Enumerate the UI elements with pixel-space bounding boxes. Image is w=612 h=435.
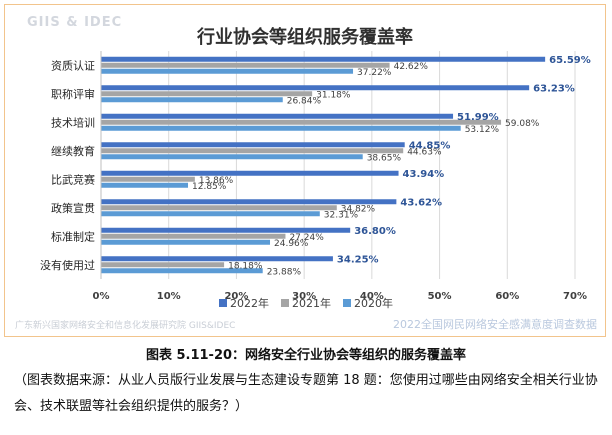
data-label: 13.86% [199, 176, 234, 186]
bar [101, 262, 225, 268]
legend-label: 2020年 [354, 296, 393, 310]
gridlines [100, 51, 576, 279]
bars [101, 56, 546, 274]
chart-frame: GIIS & IDEC 行业协会等组织服务覆盖率 65.59% 42.62% 37.… [4, 4, 606, 337]
category-label: 没有使用过 [40, 258, 95, 272]
bar [101, 205, 337, 211]
bar [101, 233, 286, 239]
bar [101, 227, 351, 233]
bar [101, 142, 405, 148]
data-labels: 65.59% 42.62%37.22% 63.23% 31.18%26.84% 51.9… [192, 55, 591, 278]
legend-swatch [219, 299, 227, 307]
data-label: 36.80% [354, 226, 396, 237]
bar [101, 68, 354, 74]
data-label: 59.08% [505, 119, 540, 129]
category-label: 技术培训 [51, 115, 95, 129]
bar [101, 256, 333, 262]
x-tick-label: 20% [224, 291, 248, 302]
axes: 0% 10% 20% 30% 40% 50% 60% 70% 资质认证职称评审技术培训继续教育比… [40, 51, 587, 302]
x-tick-label: 0% [93, 291, 110, 302]
x-tick-label: 30% [292, 291, 316, 302]
bar [101, 125, 461, 131]
data-label: 26.84% [287, 96, 322, 106]
category-label: 标准制定 [51, 229, 95, 243]
data-label: 65.59% [549, 55, 591, 66]
legend: 2022年 2021年 2020年 [219, 296, 393, 310]
data-label: 23.88% [267, 267, 302, 277]
watermark-bottom-right: 2022全国网民网络安全感满意度调查数据 [393, 318, 597, 331]
x-tick-label: 60% [495, 291, 519, 302]
data-label: 44.63% [407, 147, 442, 157]
data-label: 12.85% [192, 182, 227, 192]
bar [101, 56, 546, 62]
category-label: 比武竞赛 [51, 172, 95, 186]
x-tick-label: 40% [360, 291, 384, 302]
data-label: 32.31% [324, 210, 359, 220]
bar [101, 268, 263, 274]
bar [101, 154, 363, 160]
category-label: 职称评审 [51, 87, 95, 101]
bar [101, 170, 399, 176]
x-tick-label: 50% [428, 291, 452, 302]
data-label: 31.18% [316, 90, 351, 100]
data-label: 18.18% [228, 261, 263, 271]
data-label: 24.96% [274, 239, 309, 249]
data-label: 34.25% [337, 254, 379, 265]
bar [101, 182, 189, 188]
data-label: 44.85% [409, 140, 451, 151]
legend-swatch [343, 299, 351, 307]
x-tick-label: 70% [563, 291, 587, 302]
bar [101, 119, 502, 125]
bar [101, 211, 320, 217]
data-label: 42.62% [394, 62, 429, 72]
x-tick-label: 10% [157, 291, 181, 302]
data-label: 34.82% [341, 204, 376, 214]
legend-label: 2022年 [230, 296, 269, 310]
category-label: 政策宣贯 [51, 201, 95, 215]
data-label: 38.65% [367, 153, 402, 163]
data-label: 53.12% [465, 125, 500, 135]
source-note: （图表数据来源：从业人员版行业发展与生态建设专题第 18 题：您使用过哪些由网络… [14, 373, 598, 414]
bar [101, 62, 390, 68]
data-label: 43.94% [403, 169, 445, 180]
data-label: 51.99% [457, 112, 499, 123]
legend-swatch [281, 299, 289, 307]
bar [101, 239, 271, 245]
bar [101, 97, 283, 103]
chart-title: 行业协会等组织服务覆盖率 [196, 26, 413, 48]
bar [101, 85, 530, 91]
data-label: 27.24% [289, 233, 324, 243]
data-label: 37.22% [357, 68, 392, 78]
watermark-bottom-left: 广东新兴国家网络安全和信息化发展研究院 GIIS&IDEC [15, 321, 236, 331]
data-label: 63.23% [533, 83, 575, 94]
chart: 行业协会等组织服务覆盖率 65.59% 42.62%37.22% 63.23% 31.… [40, 26, 591, 310]
bar [101, 148, 404, 154]
bar [101, 91, 313, 97]
bar [101, 113, 454, 119]
category-label: 资质认证 [51, 59, 95, 72]
category-label: 继续教育 [51, 144, 95, 158]
bar [101, 199, 397, 205]
legend-label: 2021年 [292, 296, 331, 310]
figure-caption: 图表 5.11-20：网络安全行业协会等组织的服务覆盖率 [145, 348, 467, 363]
bar [101, 176, 195, 182]
data-label: 43.62% [400, 197, 442, 208]
watermark-top: GIIS & IDEC [27, 15, 123, 30]
